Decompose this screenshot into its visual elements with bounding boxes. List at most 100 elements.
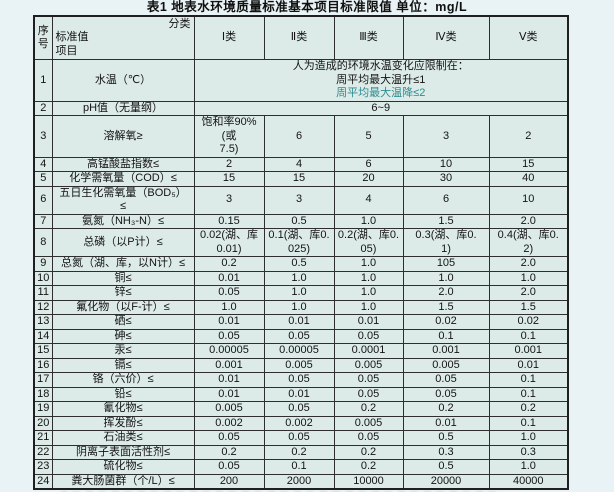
table-row: 20 挥发酚≤ 0.002 0.002 0.005 0.01 0.1 (33, 415, 569, 431)
row-number: 13 (33, 314, 53, 330)
value-cell: 1.0 (333, 285, 404, 301)
value-cell: 0.3 (402, 444, 490, 460)
value-cell: 1.0 (402, 270, 490, 286)
table-row: 3 溶解氧≥ 饱和率90%(或 7.5) 6 5 3 2 (33, 115, 569, 158)
value-cell: 2.0 (402, 285, 490, 301)
table-row: 6 五日生化需氧量（BOD₅） ≤ 3 3 4 6 10 (33, 185, 569, 215)
row-label: 阴离子表面活性剂≤ (51, 444, 195, 460)
value-cell: 0.01 (193, 372, 265, 388)
table-row: 4 高锰酸盐指数≤ 2 4 6 10 15 (33, 156, 569, 172)
row-number: 1 (33, 59, 53, 102)
value-cell: 0.05 (402, 386, 490, 402)
table-title: 表1 地表水环境质量标准基本项目标准限值 单位：mg/L (146, 0, 468, 14)
value-cell: 0.15 (193, 213, 265, 229)
table-row: 18 铅≤ 0.01 0.01 0.05 0.05 0.1 (33, 386, 569, 402)
value-cell: 15 (488, 156, 569, 172)
value-cell: 0.05 (263, 430, 335, 446)
table-row: 12 氟化物（以F-计）≤ 1.0 1.0 1.0 1.5 1.5 (33, 299, 569, 315)
value-cell: 2 (193, 156, 265, 172)
value-cell: 0.05 (263, 401, 335, 417)
value-cell: 1.0 (263, 270, 335, 286)
row-label: 锌≤ (51, 285, 195, 301)
value-cell: 0.1 (488, 328, 569, 344)
row-label: 总磷（以P计）≤ (51, 228, 195, 257)
corner-label-standard-value: 标准值 (55, 31, 89, 43)
row-label: 挥发酚≤ (51, 415, 195, 431)
table-row: 10 铜≤ 0.01 1.0 1.0 1.0 1.0 (33, 270, 569, 286)
table-row: 2 pH值（无量纲） 6~9 (33, 100, 569, 116)
value-cell: 0.01 (402, 415, 490, 431)
value-cell: 0.05 (333, 372, 404, 388)
value-cell: 0.02(湖、库 0.01) (193, 228, 265, 257)
value-cell: 1.0 (193, 299, 265, 315)
value-cell: 饱和率90%(或 7.5) (193, 115, 265, 158)
value-cell: 15 (263, 171, 335, 187)
value-cell: 0.01 (193, 270, 265, 286)
row-label: 高锰酸盐指数≤ (51, 156, 195, 172)
value-cell: 0.01 (193, 314, 265, 330)
value-cell: 1.5 (402, 213, 490, 229)
row-label: 水温（℃） (51, 59, 195, 102)
table-row: 17 铬（六价）≤ 0.01 0.05 0.05 0.05 0.1 (33, 372, 569, 388)
value-cell: 1.0 (263, 285, 335, 301)
row-number: 15 (33, 343, 53, 359)
col-header-class-3: Ⅲ类 (333, 15, 404, 60)
value-cell: 1.0 (488, 430, 569, 446)
table-row: 7 氨氮（NH₃-N）≤ 0.15 0.5 1.0 1.5 2.0 (33, 213, 569, 229)
row-number: 24 (33, 473, 53, 490)
value-cell: 0.2 (333, 459, 404, 475)
value-cell: 0.05 (193, 459, 265, 475)
row-label: 氟化物（以F-计）≤ (51, 299, 195, 315)
value-cell: 0.01 (263, 314, 335, 330)
corner-label-item: 项目 (55, 44, 78, 57)
row-label: 总氮（湖、库，以N计）≤ (51, 256, 195, 272)
value-cell: 3 (402, 115, 490, 158)
value-cell: 10000 (333, 473, 404, 490)
value-cell: 0.002 (193, 415, 265, 431)
col-header-class-5: Ⅴ类 (488, 15, 569, 60)
value-cell: 0.001 (488, 343, 569, 359)
value-cell: 15 (193, 171, 265, 187)
value-cell: 0.3 (488, 444, 569, 460)
row-number: 6 (33, 185, 53, 215)
row-number: 16 (33, 357, 53, 373)
value-cell: 1.0 (333, 213, 404, 229)
row-number: 7 (33, 213, 53, 229)
value-cell: 0.2 (333, 401, 404, 417)
row-number: 14 (33, 328, 53, 344)
value-cell: 1.0 (488, 459, 569, 475)
header-row: 序号 分类 标准值 项目 Ⅰ类 Ⅱ类 Ⅲ类 Ⅳ类 Ⅴ类 (33, 15, 569, 60)
value-cell: 0.05 (402, 372, 490, 388)
value-cell: 0.05 (333, 430, 404, 446)
value-cell: 0.01 (263, 386, 335, 402)
row-number: 9 (33, 256, 53, 272)
value-cell: 0.0001 (333, 343, 404, 359)
value-cell: 0.005 (263, 357, 335, 373)
value-cell: 0.00005 (263, 343, 335, 359)
value-cell: 0.2 (402, 401, 490, 417)
row-label: 化学需氧量（COD）≤ (51, 171, 195, 187)
value-cell: 6~9 (193, 100, 569, 116)
row-number: 23 (33, 459, 53, 475)
value-cell: 0.005 (333, 357, 404, 373)
value-cell: 5 (333, 115, 404, 158)
value-cell: 0.5 (263, 256, 335, 272)
table-row: 23 硫化物≤ 0.05 0.1 0.2 0.5 1.0 (33, 459, 569, 475)
value-cell: 0.2 (193, 256, 265, 272)
standards-table: 序号 分类 标准值 项目 Ⅰ类 Ⅱ类 Ⅲ类 Ⅳ类 Ⅴ类 1 水温（℃） 人为造成… (33, 15, 569, 490)
value-cell: 0.3(湖、库0. 1) (402, 228, 490, 257)
value-cell: 0.2 (193, 444, 265, 460)
row-label: 氰化物≤ (51, 401, 195, 417)
value-cell: 0.1 (263, 459, 335, 475)
corner-label-category: 分类 (168, 18, 191, 30)
value-cell: 0.00005 (193, 343, 265, 359)
row-number: 8 (33, 228, 53, 257)
value-cell: 1.5 (402, 299, 490, 315)
row-number: 3 (33, 115, 53, 158)
value-cell: 人为造成的环境水温变化应限制在： 周平均最大温升≤1 周平均最大温降≤2 (193, 59, 569, 102)
value-cell: 2000 (263, 473, 335, 490)
table-row: 14 砷≤ 0.05 0.05 0.05 0.1 0.1 (33, 328, 569, 344)
value-cell: 0.05 (193, 328, 265, 344)
value-cell: 0.2(湖、库0. 05) (333, 228, 404, 257)
table-body: 1 水温（℃） 人为造成的环境水温变化应限制在： 周平均最大温升≤1 周平均最大温降… (33, 59, 569, 490)
